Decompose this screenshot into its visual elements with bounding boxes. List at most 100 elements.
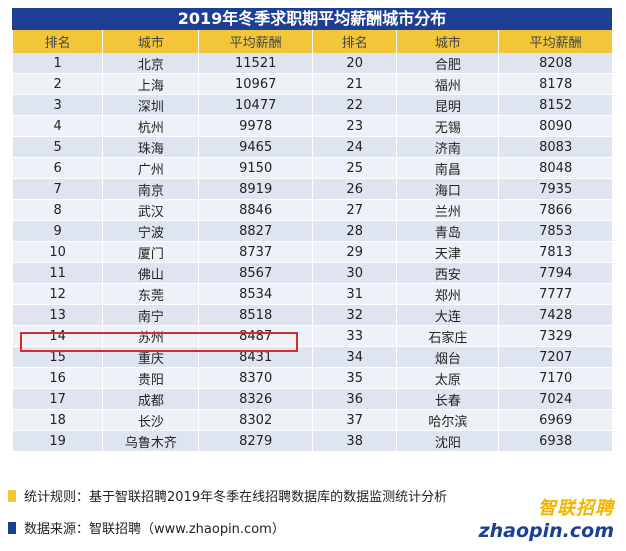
zhaopin-logo: 智联招聘 zhaopin.com <box>464 494 614 548</box>
cell-rank-right: 32 <box>311 304 397 326</box>
cell-city-left: 杭州 <box>102 115 199 137</box>
header-salary-right: 平均薪酬 <box>498 30 612 53</box>
cell-rank-left: 4 <box>11 115 103 137</box>
table-row: 11 佛山 8567 30 西安 7794 <box>11 262 612 284</box>
cell-rank-left: 12 <box>11 283 103 305</box>
table-row: 7 南京 8919 26 海口 7935 <box>11 178 612 200</box>
table-row: 8 武汉 8846 27 兰州 7866 <box>11 199 612 221</box>
cell-salary-left: 10967 <box>198 73 313 95</box>
cell-rank-left: 6 <box>11 157 103 179</box>
table-row: 19 乌鲁木齐 8279 38 沈阳 6938 <box>11 430 612 452</box>
cell-city-left: 成都 <box>102 388 199 410</box>
cell-rank-left: 5 <box>11 136 103 158</box>
table-title: 2019年冬季求职期平均薪酬城市分布 <box>12 8 612 30</box>
blue-square-icon <box>8 521 16 534</box>
cell-city-left: 深圳 <box>102 94 199 116</box>
cell-salary-right: 7853 <box>498 220 612 242</box>
cell-city-right: 沈阳 <box>396 430 499 452</box>
cell-rank-right: 36 <box>311 388 397 410</box>
cell-salary-left: 8567 <box>198 262 313 284</box>
logo-english: zhaopin.com <box>478 520 614 542</box>
cell-rank-right: 37 <box>311 409 397 431</box>
cell-city-left: 佛山 <box>102 262 199 284</box>
cell-city-right: 烟台 <box>396 346 499 368</box>
cell-city-right: 石家庄 <box>396 325 499 347</box>
cell-salary-right: 8083 <box>498 136 612 158</box>
salary-table: 排名 城市 平均薪酬 排名 城市 平均薪酬 1 北京 11521 20 合肥 8208 2 上… <box>11 30 612 452</box>
cell-city-left: 宁波 <box>102 220 199 242</box>
cell-city-right: 太原 <box>396 367 499 389</box>
header-rank-right: 排名 <box>311 30 397 53</box>
cell-city-right: 无锡 <box>396 115 499 137</box>
cell-city-left: 东莞 <box>102 283 199 305</box>
header-row: 排名 城市 平均薪酬 排名 城市 平均薪酬 <box>11 30 612 53</box>
cell-salary-right: 7813 <box>498 241 612 263</box>
cell-rank-left: 11 <box>11 262 103 284</box>
cell-rank-left: 10 <box>11 241 103 263</box>
cell-rank-right: 38 <box>311 430 397 452</box>
cell-salary-left: 9465 <box>198 136 313 158</box>
cell-city-left: 苏州 <box>102 325 199 347</box>
cell-rank-right: 31 <box>311 283 397 305</box>
cell-salary-left: 8919 <box>198 178 313 200</box>
salary-table-container: 2019年冬季求职期平均薪酬城市分布 排名 城市 平均薪酬 排名 城市 平均薪酬… <box>11 8 612 452</box>
table-row: 17 成都 8326 36 长春 7024 <box>11 388 612 410</box>
cell-rank-left: 13 <box>11 304 103 326</box>
cell-salary-left: 9150 <box>198 157 313 179</box>
cell-rank-left: 18 <box>11 409 103 431</box>
cell-salary-left: 8518 <box>198 304 313 326</box>
cell-city-right: 昆明 <box>396 94 499 116</box>
rule-note: 统计规则：基于智联招聘2019年冬季在线招聘数据库的数据监测统计分析 <box>8 486 447 505</box>
cell-rank-left: 17 <box>11 388 103 410</box>
cell-city-right: 青岛 <box>396 220 499 242</box>
cell-rank-right: 26 <box>311 178 397 200</box>
header-rank-left: 排名 <box>11 30 103 53</box>
table-row: 12 东莞 8534 31 郑州 7777 <box>11 283 612 305</box>
cell-rank-right: 27 <box>311 199 397 221</box>
cell-city-left: 广州 <box>102 157 199 179</box>
cell-salary-left: 10477 <box>198 94 313 116</box>
cell-rank-right: 23 <box>311 115 397 137</box>
cell-city-right: 哈尔滨 <box>396 409 499 431</box>
cell-rank-left: 2 <box>11 73 103 95</box>
cell-city-left: 南京 <box>102 178 199 200</box>
cell-rank-left: 19 <box>11 430 103 452</box>
cell-city-right: 福州 <box>396 73 499 95</box>
cell-rank-left: 8 <box>11 199 103 221</box>
cell-city-right: 南昌 <box>396 157 499 179</box>
cell-salary-right: 7428 <box>498 304 612 326</box>
cell-salary-left: 8279 <box>198 430 313 452</box>
table-row: 4 杭州 9978 23 无锡 8090 <box>11 115 612 137</box>
cell-rank-left: 1 <box>11 53 103 74</box>
cell-city-right: 兰州 <box>396 199 499 221</box>
cell-salary-right: 7207 <box>498 346 612 368</box>
cell-city-left: 长沙 <box>102 409 199 431</box>
table-row: 16 贵阳 8370 35 太原 7170 <box>11 367 612 389</box>
cell-salary-left: 11521 <box>198 53 313 74</box>
cell-city-left: 北京 <box>102 53 199 74</box>
cell-rank-right: 20 <box>311 53 397 74</box>
cell-rank-right: 28 <box>311 220 397 242</box>
table-row: 9 宁波 8827 28 青岛 7853 <box>11 220 612 242</box>
cell-rank-left: 16 <box>11 367 103 389</box>
cell-city-left: 厦门 <box>102 241 199 263</box>
yellow-square-icon <box>8 489 16 502</box>
cell-city-left: 上海 <box>102 73 199 95</box>
cell-city-right: 济南 <box>396 136 499 158</box>
cell-salary-right: 7866 <box>498 199 612 221</box>
cell-salary-left: 8370 <box>198 367 313 389</box>
cell-salary-right: 6938 <box>498 430 612 452</box>
cell-salary-right: 8178 <box>498 73 612 95</box>
header-city-right: 城市 <box>396 30 499 53</box>
cell-rank-right: 21 <box>311 73 397 95</box>
cell-salary-right: 7329 <box>498 325 612 347</box>
cell-salary-left: 8737 <box>198 241 313 263</box>
cell-city-right: 郑州 <box>396 283 499 305</box>
cell-city-right: 天津 <box>396 241 499 263</box>
logo-chinese: 智联招聘 <box>538 498 614 519</box>
header-city-left: 城市 <box>102 30 199 53</box>
table-row: 5 珠海 9465 24 济南 8083 <box>11 136 612 158</box>
cell-rank-left: 3 <box>11 94 103 116</box>
cell-city-right: 西安 <box>396 262 499 284</box>
cell-rank-right: 24 <box>311 136 397 158</box>
